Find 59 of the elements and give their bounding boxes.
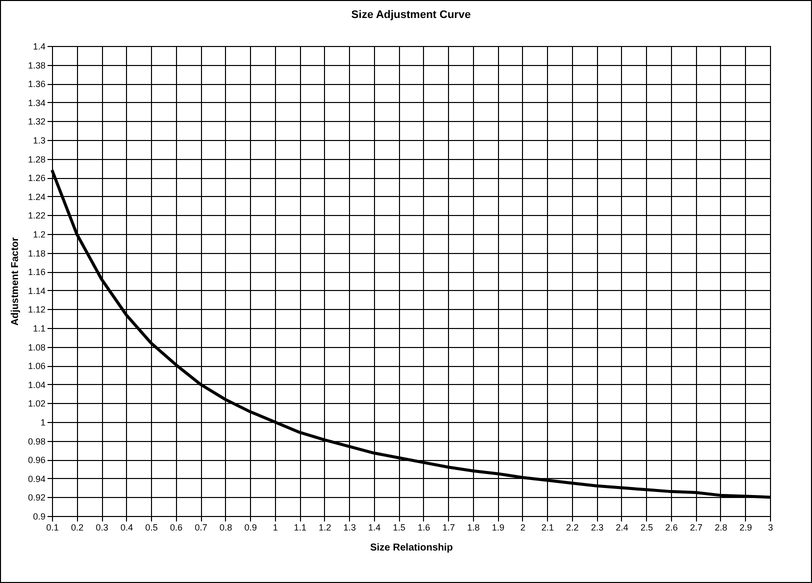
y-tick-label: 1.4 [32, 42, 46, 52]
x-tick-label: 3 [768, 522, 774, 532]
x-tick-label: 1 [272, 522, 278, 532]
y-tick-label: 1.24 [28, 192, 46, 202]
y-axis-title: Adjustment Factor [10, 237, 21, 326]
x-tick-label: 1.2 [318, 522, 332, 532]
y-tick-label: 1.16 [28, 267, 46, 278]
x-tick-label: 1.3 [343, 522, 356, 532]
x-tick-label: 2.1 [541, 522, 554, 532]
x-tick-label: 0.8 [220, 522, 232, 532]
x-tick-label: 2.7 [690, 522, 702, 532]
y-tick-label: 0.98 [28, 436, 46, 446]
x-tick-label: 0.4 [120, 522, 134, 532]
x-tick-label: 1.9 [492, 522, 504, 532]
x-tick-label: 2.5 [640, 522, 653, 532]
y-tick-label: 1.2 [32, 230, 46, 240]
y-tick-label: 1.08 [28, 342, 46, 352]
x-tick-label: 1.6 [418, 522, 430, 532]
x-tick-label: 0.3 [96, 522, 108, 532]
x-tick-label: 1.1 [294, 522, 306, 532]
y-tick-label: 1.06 [28, 361, 46, 372]
x-tick-label: 2.2 [566, 522, 579, 532]
y-tick-label: 1.12 [28, 304, 46, 315]
x-tick-label: 2.6 [665, 522, 678, 532]
y-tick-label: 1.02 [28, 398, 46, 409]
x-tick-label: 0.5 [145, 522, 158, 532]
y-tick-label: 0.9 [32, 512, 46, 522]
y-tick-label: 1.28 [28, 154, 46, 164]
y-tick-label: 1 [40, 418, 46, 428]
x-tick-label: 2.8 [714, 522, 728, 532]
x-tick-label: 2.3 [590, 522, 604, 532]
y-tick-label: 1.26 [28, 173, 46, 184]
x-tick-label: 1.8 [467, 522, 480, 532]
x-tick-label: 0.7 [194, 522, 208, 532]
y-tick-label: 1.36 [28, 79, 46, 90]
y-tick-label: 1.1 [32, 324, 46, 334]
x-tick-label: 1.5 [392, 522, 406, 532]
y-tick-label: 1.3 [32, 136, 46, 146]
x-tick-label: 2 [520, 522, 526, 532]
x-tick-label: 0.2 [71, 522, 84, 532]
y-tick-label: 0.94 [28, 474, 46, 484]
x-tick-label: 1.4 [368, 522, 381, 532]
x-tick-label: 2.4 [616, 522, 628, 532]
chart-title: Size Adjustment Curve [351, 9, 471, 21]
y-tick-label: 1.32 [28, 116, 46, 127]
x-tick-label: 0.1 [46, 522, 59, 532]
x-tick-label: 0.6 [170, 522, 183, 532]
x-tick-label: 0.9 [244, 522, 257, 532]
y-tick-label: 1.34 [28, 98, 46, 108]
x-tick-label: 1.7 [442, 522, 455, 532]
y-tick-label: 0.96 [28, 455, 46, 466]
y-tick-label: 1.18 [28, 248, 46, 258]
y-tick-label: 1.04 [28, 380, 46, 390]
x-axis-title: Size Relationship [370, 542, 453, 554]
y-tick-label: 0.92 [28, 492, 46, 503]
y-tick-label: 1.14 [28, 286, 46, 296]
y-tick-label: 1.22 [28, 210, 46, 221]
x-tick-label: 2.9 [739, 522, 752, 532]
y-tick-label: 1.38 [28, 60, 46, 70]
